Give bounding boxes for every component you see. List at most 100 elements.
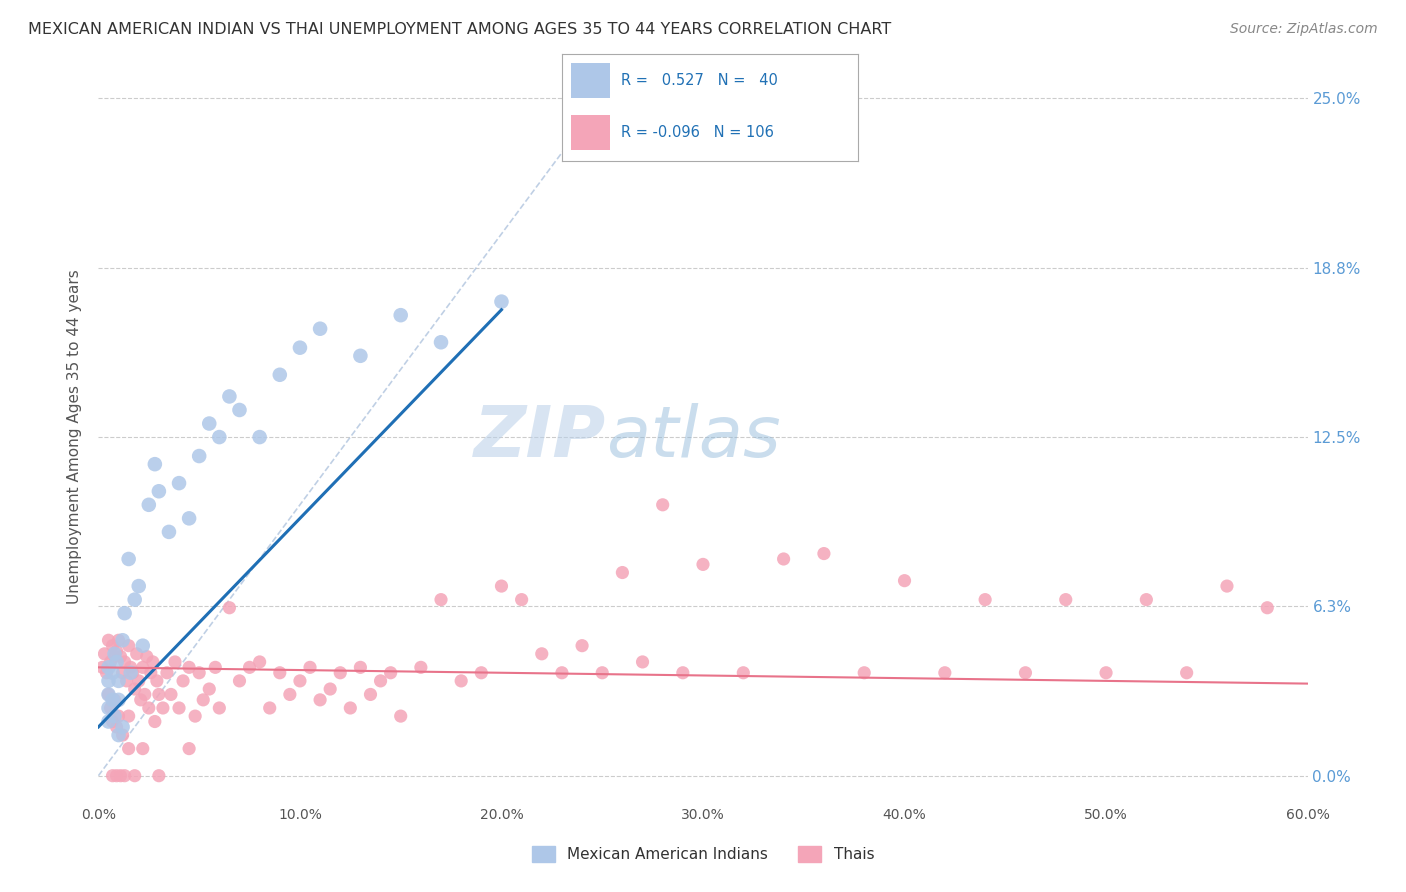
Point (105, 644, 128, 658)
Point (118, 709, 141, 723)
Point (107, 709, 129, 723)
Point (107, 693, 129, 707)
Point (128, 579, 150, 593)
Point (91, 660, 114, 674)
Point (349, 349, 371, 363)
Text: R =   0.527   N =   40: R = 0.527 N = 40 (621, 73, 779, 88)
Point (97, 660, 120, 674)
Point (772, 552, 794, 566)
Point (813, 547, 835, 561)
Point (156, 665, 179, 680)
Point (134, 688, 156, 702)
Point (97, 714, 120, 729)
Point (118, 639, 141, 653)
Point (1095, 665, 1118, 680)
Point (1175, 665, 1198, 680)
Point (510, 592, 533, 607)
Point (97, 701, 120, 715)
Point (218, 600, 240, 615)
Point (146, 673, 169, 688)
Point (179, 741, 201, 756)
Point (269, 368, 291, 382)
Point (309, 693, 332, 707)
Point (288, 673, 311, 688)
Point (114, 655, 136, 669)
Point (105, 655, 128, 669)
Point (450, 673, 472, 688)
Point (853, 665, 876, 680)
Point (299, 660, 322, 674)
Point (733, 665, 755, 680)
Point (188, 665, 211, 680)
Point (430, 592, 453, 607)
Point (430, 335, 453, 350)
Point (591, 665, 613, 680)
Point (193, 693, 215, 707)
Point (184, 709, 207, 723)
Text: atlas: atlas (606, 402, 780, 472)
Point (103, 649, 125, 664)
Point (269, 665, 291, 680)
Point (551, 665, 574, 680)
Point (167, 701, 190, 715)
Point (172, 673, 194, 688)
Point (97, 688, 120, 702)
Point (380, 665, 402, 680)
Point (228, 403, 250, 417)
Point (1216, 579, 1239, 593)
Point (97, 688, 120, 702)
Point (120, 660, 142, 674)
Point (163, 655, 186, 669)
Point (101, 693, 124, 707)
Point (934, 665, 956, 680)
Point (107, 633, 129, 648)
Point (121, 665, 143, 680)
Point (118, 552, 141, 566)
Point (309, 322, 332, 336)
Point (139, 665, 162, 680)
Point (198, 417, 221, 431)
Point (111, 665, 134, 680)
Point (974, 592, 997, 607)
Point (101, 714, 124, 729)
Bar (571, 63, 610, 98)
Point (96, 665, 118, 680)
Text: R = -0.096   N = 106: R = -0.096 N = 106 (621, 125, 775, 140)
Point (143, 457, 166, 471)
Point (349, 660, 371, 674)
Point (129, 693, 152, 707)
Point (110, 769, 132, 783)
Point (672, 665, 695, 680)
Point (148, 688, 170, 702)
Point (259, 701, 281, 715)
Point (204, 660, 226, 674)
Point (103, 709, 125, 723)
Point (208, 701, 231, 715)
Point (692, 558, 714, 572)
Point (470, 665, 492, 680)
Bar (571, 114, 610, 150)
Point (115, 673, 138, 688)
Point (1135, 592, 1157, 607)
Point (107, 728, 129, 742)
Point (111, 633, 134, 648)
Point (100, 655, 122, 669)
Point (389, 308, 412, 322)
Point (107, 673, 129, 688)
Point (124, 769, 146, 783)
Point (160, 688, 183, 702)
Point (101, 769, 124, 783)
Point (1256, 600, 1278, 615)
Point (409, 660, 432, 674)
Point (100, 701, 122, 715)
Point (370, 673, 392, 688)
Point (198, 681, 221, 696)
Point (148, 769, 170, 783)
Point (120, 665, 142, 680)
Point (491, 579, 513, 593)
Point (329, 665, 352, 680)
Text: ZIP: ZIP (474, 402, 606, 472)
Point (278, 688, 301, 702)
Point (148, 484, 170, 499)
Point (105, 769, 128, 783)
